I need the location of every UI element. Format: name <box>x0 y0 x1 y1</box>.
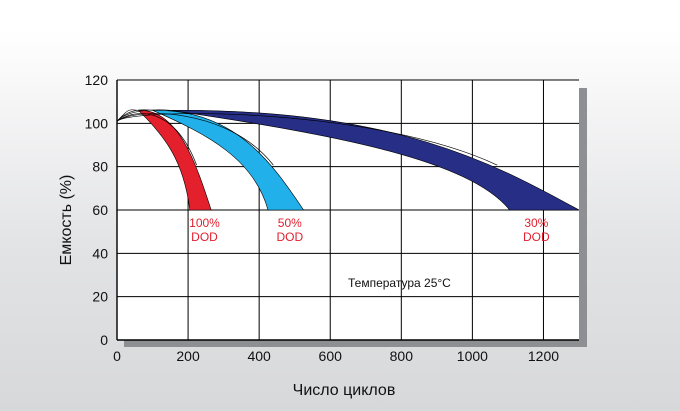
tick-labels: 0 200 400 600 800 1000 1200 0 20 40 60 80 100 120 <box>85 72 560 364</box>
y-axis-label: Емкость (%) <box>58 175 75 266</box>
x-tick-label: 200 <box>176 348 200 364</box>
series-label-line2: DOD <box>191 230 218 244</box>
series-envelope-line <box>116 113 274 166</box>
series-label-line1: 30% <box>524 216 548 230</box>
x-tick-label: 600 <box>319 348 343 364</box>
y-tick-label: 100 <box>85 115 109 131</box>
x-tick-label: 1000 <box>457 348 488 364</box>
series-label-line1: 50% <box>278 216 302 230</box>
x-axis-label: Число циклов <box>293 382 396 399</box>
y-tick-label: 20 <box>92 289 108 305</box>
series-envelope-line <box>116 113 498 166</box>
x-tick-label: 0 <box>113 348 121 364</box>
series-label-line2: DOD <box>523 230 550 244</box>
y-tick-label: 120 <box>85 72 109 88</box>
series-label-line2: DOD <box>276 230 303 244</box>
y-tick-label: 60 <box>92 202 108 218</box>
series-envelope-line <box>116 113 197 166</box>
x-tick-label: 400 <box>247 348 271 364</box>
series-label-line1: 100% <box>189 216 220 230</box>
x-tick-label: 1200 <box>528 348 559 364</box>
y-tick-label: 80 <box>92 159 108 175</box>
x-tick-label: 800 <box>390 348 414 364</box>
y-tick-label: 0 <box>100 332 108 348</box>
series-band <box>116 109 305 211</box>
series-band <box>116 109 212 211</box>
series-group <box>116 109 580 211</box>
series-band <box>116 109 580 211</box>
annotation-temperature: Температура 25°C <box>348 276 451 290</box>
y-tick-label: 40 <box>92 245 108 261</box>
